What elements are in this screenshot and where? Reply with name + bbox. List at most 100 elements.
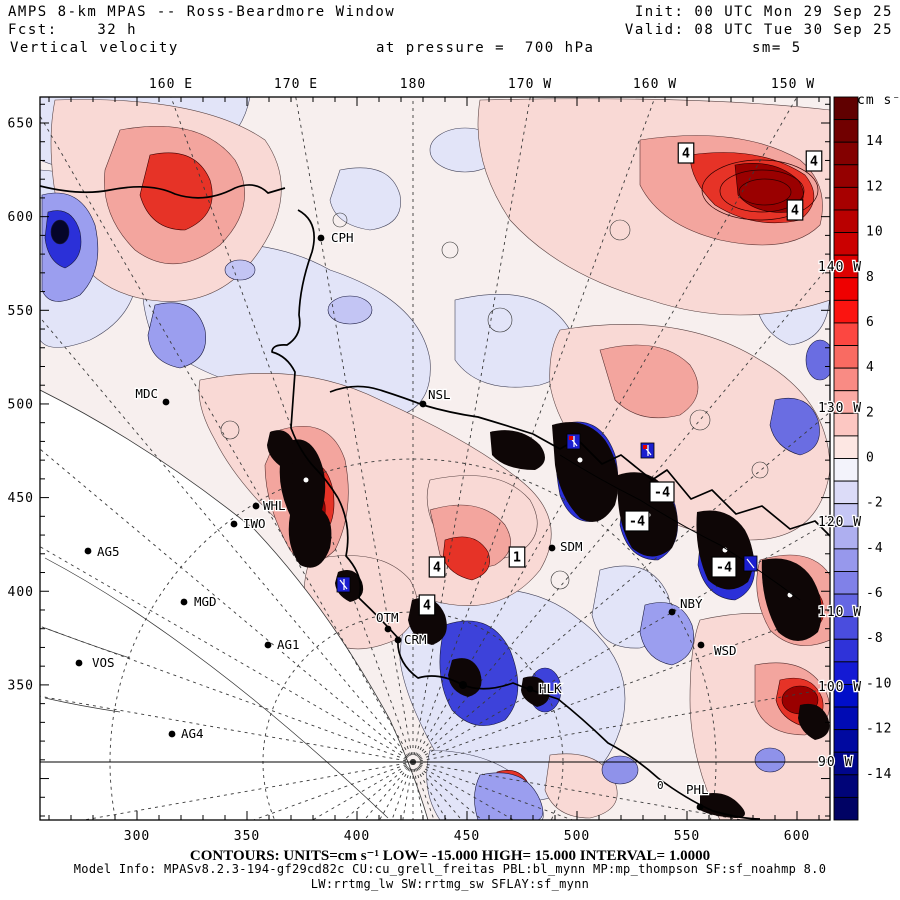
svg-text:4: 4: [433, 560, 441, 576]
svg-text:-4: -4: [654, 485, 670, 501]
axis-ticks: [40, 97, 830, 820]
contour-label-box: [428, 556, 446, 578]
svg-text:-14: -14: [866, 767, 892, 782]
svg-text:160 W: 160 W: [633, 77, 677, 92]
colorbar-title: cm s⁻¹: [857, 93, 900, 108]
svg-text:350: 350: [234, 829, 260, 844]
axis-labels: 300 350 400 450 500 550 600 650 600 550 500 450 400 3…: [8, 77, 815, 844]
svg-text:600: 600: [8, 210, 34, 225]
station-dot: [75, 659, 83, 667]
station-dot: [668, 608, 676, 616]
station-label: MDC: [135, 386, 158, 401]
station-dot: [394, 636, 402, 644]
svg-text:-2: -2: [866, 496, 884, 511]
svg-text:550: 550: [674, 829, 700, 844]
svg-text:-4: -4: [866, 541, 884, 556]
station-dot: [84, 547, 92, 555]
svg-text:170 E: 170 E: [274, 77, 318, 92]
contour-extreme-labels: 4 4 4 4 1 4 -4 -4 -4: [418, 142, 823, 616]
init-time: Init: 00 UTC Mon 29 Sep 25: [634, 4, 893, 20]
svg-text:450: 450: [8, 491, 34, 506]
svg-text:500: 500: [8, 397, 34, 412]
map-frame: [39, 96, 831, 821]
colorbar: [833, 96, 859, 821]
station-dot: [419, 400, 427, 408]
svg-text:14: 14: [866, 134, 884, 149]
svg-text:-8: -8: [866, 631, 884, 646]
svg-text:400: 400: [8, 585, 34, 600]
svg-text:120 W: 120 W: [818, 515, 862, 530]
contour-label-box: [508, 546, 526, 568]
svg-text:2: 2: [866, 405, 875, 420]
contour-label-box: [677, 142, 695, 164]
model-info-line: Model Info: MPASv8.2.3-194-gf29cd82c CU:…: [73, 862, 827, 876]
station-label: SDM: [560, 539, 583, 554]
station-label: CPH: [331, 230, 354, 245]
contour-label-box: [649, 481, 675, 503]
svg-text:4: 4: [810, 154, 818, 170]
svg-text:6: 6: [866, 315, 875, 330]
station-dot: [548, 544, 556, 552]
contour-label-box: [418, 594, 436, 616]
svg-text:170 W: 170 W: [508, 77, 552, 92]
station-dot: [264, 641, 272, 649]
smoothing-label: sm= 5: [752, 40, 802, 56]
svg-text:350: 350: [8, 678, 34, 693]
svg-text:600: 600: [784, 829, 810, 844]
right-longitude-labels: 140 W 130 W 120 W 110 W 100 W 90 W: [817, 259, 863, 772]
svg-text:300: 300: [124, 829, 150, 844]
inline-contour-labels: 0: [656, 778, 665, 794]
svg-text:-4: -4: [629, 514, 645, 530]
svg-text:150 W: 150 W: [771, 77, 815, 92]
contour-info-line: CONTOURS: UNITS=cm s⁻¹ LOW= -15.000 HIGH…: [189, 848, 711, 864]
svg-text:400: 400: [344, 829, 370, 844]
station-label: AG5: [97, 544, 120, 559]
station-dot: [317, 234, 325, 242]
station-label: AG1: [277, 637, 300, 652]
svg-text:8: 8: [866, 270, 875, 285]
contour-label-box: [805, 150, 823, 172]
svg-text:12: 12: [866, 179, 884, 194]
svg-text:4: 4: [791, 203, 799, 219]
station-dot: [526, 685, 534, 693]
svg-text:140 W: 140 W: [818, 260, 862, 275]
field-name: Vertical velocity: [10, 40, 179, 56]
model-physics-line: LW:rrtmg_lw SW:rrtmg_sw SFLAY:sf_mynn: [310, 877, 590, 891]
station-dot: [696, 803, 704, 811]
station-label: HLK: [539, 681, 562, 696]
svg-text:650: 650: [8, 117, 34, 132]
station-label: WHL: [263, 498, 286, 513]
station-label: AG4: [181, 726, 204, 741]
colorbar-tick-labels: 14 12 10 8 6 4 2 0 -2 -4 -6 -8 -10 -12 -14: [866, 134, 892, 782]
station-dot: [162, 398, 170, 406]
station-label: VOS: [92, 655, 115, 670]
station-label: IWO: [243, 516, 266, 531]
svg-text:-10: -10: [866, 676, 892, 691]
svg-text:100 W: 100 W: [818, 680, 862, 695]
plot-title: AMPS 8-km MPAS -- Ross-Beardmore Window: [8, 4, 396, 20]
svg-text:0: 0: [866, 451, 875, 466]
svg-text:4: 4: [423, 598, 431, 614]
station-label: WSD: [714, 643, 737, 658]
contour-label-box: [624, 510, 650, 532]
svg-text:180: 180: [400, 77, 426, 92]
svg-text:-4: -4: [716, 560, 732, 576]
station-dot: [180, 598, 188, 606]
svg-text:-6: -6: [866, 586, 884, 601]
station-dot: [168, 730, 176, 738]
station-markers: CPH MDC WHL IWO AG5 MGD VOS AG1 AG4 NSL OTM CRM SDM N…: [75, 229, 738, 811]
station-label: NBY: [680, 596, 703, 611]
svg-text:0: 0: [657, 779, 664, 792]
svg-text:90 W: 90 W: [818, 755, 853, 770]
station-dot: [384, 625, 392, 633]
svg-text:450: 450: [454, 829, 480, 844]
station-dot: [697, 641, 705, 649]
svg-text:4: 4: [682, 146, 690, 162]
svg-text:160 E: 160 E: [149, 77, 193, 92]
station-dot: [230, 520, 238, 528]
station-label: OTM: [376, 610, 399, 625]
valid-time: Valid: 08 UTC Tue 30 Sep 25: [624, 22, 893, 38]
